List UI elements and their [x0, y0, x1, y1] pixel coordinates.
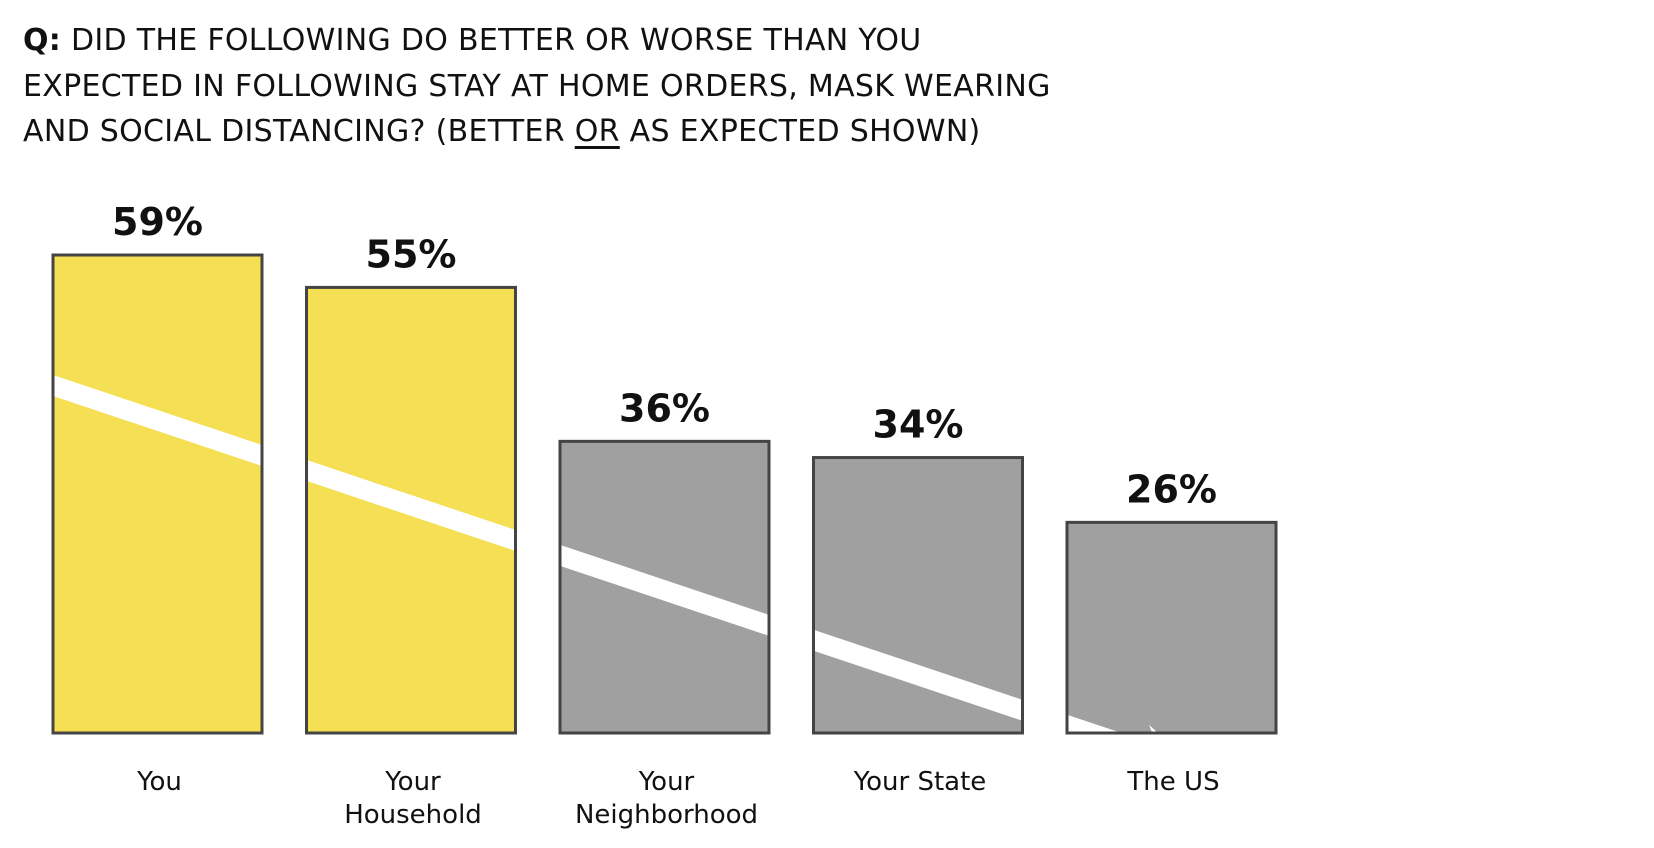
- value-label: 36%: [619, 386, 710, 430]
- trend-stripe: [53, 375, 262, 467]
- trend-stripe: [306, 459, 516, 551]
- question-title: Q: DID THE FOLLOWING DO BETTER OR WORSE …: [23, 18, 1203, 155]
- question-line-2: EXPECTED IN FOLLOWING STAY AT HOME ORDER…: [23, 68, 1051, 104]
- value-label: 55%: [366, 232, 457, 276]
- value-label: 34%: [873, 403, 964, 447]
- category-label: Your: [384, 767, 441, 797]
- value-label: 59%: [112, 200, 203, 244]
- bar-border: [1065, 520, 1278, 735]
- bar-border: [558, 439, 771, 735]
- trend-arrow: [1067, 714, 1158, 734]
- category-label: Your State: [853, 767, 987, 797]
- question-line-1: Q: DID THE FOLLOWING DO BETTER OR WORSE …: [23, 18, 1203, 64]
- bar-border: [51, 253, 264, 735]
- question-line-3: AND SOCIAL DISTANCING? (BETTER OR AS EXP…: [23, 109, 1203, 155]
- bar: [813, 457, 1023, 733]
- category-label: The US: [1126, 767, 1219, 797]
- question-line-1-text: DID THE FOLLOWING DO BETTER OR WORSE THA…: [70, 23, 922, 58]
- category-label: Your: [638, 767, 695, 797]
- question-underlined-or: OR: [574, 114, 620, 149]
- question-prefix: Q:: [23, 23, 62, 58]
- trend-stripe: [813, 629, 1023, 721]
- bar-border: [305, 285, 517, 735]
- bar-border: [812, 456, 1024, 735]
- bar: [1067, 522, 1276, 733]
- category-label: Household: [344, 800, 482, 830]
- question-line-3-before: AND SOCIAL DISTANCING? (BETTER: [23, 114, 575, 149]
- bar: [53, 255, 262, 733]
- category-label: You: [136, 767, 182, 797]
- value-label: 26%: [1126, 467, 1217, 511]
- category-label: Neighborhood: [575, 800, 758, 830]
- trend-stripe: [560, 544, 769, 636]
- question-line-3-after: AS EXPECTED SHOWN): [619, 114, 981, 149]
